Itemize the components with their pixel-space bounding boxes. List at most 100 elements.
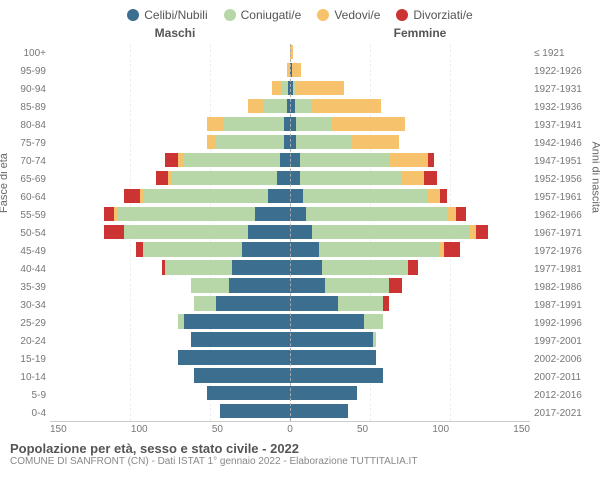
age-label: 20-24 xyxy=(10,332,50,350)
age-label: 25-29 xyxy=(10,314,50,332)
y-axis-age: 100+95-9990-9485-8980-8475-7970-7465-696… xyxy=(10,44,50,422)
seg-married-m xyxy=(191,278,229,292)
seg-divorced-f xyxy=(428,153,434,167)
seg-single-m xyxy=(191,332,290,346)
legend-item: Coniugati/e xyxy=(224,8,302,22)
seg-married-f xyxy=(325,278,389,292)
seg-married-f xyxy=(295,99,311,113)
birth-label: 1942-1946 xyxy=(530,134,590,152)
seg-divorced-f xyxy=(424,171,437,185)
age-label: 100+ xyxy=(10,44,50,62)
seg-single-m xyxy=(194,368,290,382)
age-label: 50-54 xyxy=(10,224,50,242)
age-label: 40-44 xyxy=(10,260,50,278)
age-label: 35-39 xyxy=(10,278,50,296)
seg-married-f xyxy=(364,314,383,328)
legend-label: Divorziati/e xyxy=(413,8,472,22)
chart-area: Fasce di età 100+95-9990-9485-8980-8475-… xyxy=(0,44,600,422)
center-line xyxy=(290,44,291,421)
age-label: 85-89 xyxy=(10,98,50,116)
birth-label: 1937-1941 xyxy=(530,116,590,134)
birth-label: 2012-2016 xyxy=(530,386,590,404)
legend: Celibi/NubiliConiugati/eVedovi/eDivorzia… xyxy=(0,0,600,26)
seg-single-m xyxy=(255,207,290,221)
plot xyxy=(50,44,530,422)
birth-label: 2007-2011 xyxy=(530,368,590,386)
seg-single-m xyxy=(248,225,290,239)
seg-divorced-m xyxy=(104,207,114,221)
seg-married-m xyxy=(165,260,232,274)
seg-married-f xyxy=(300,171,402,185)
seg-single-f xyxy=(290,189,303,203)
birth-label: 1972-1976 xyxy=(530,242,590,260)
seg-married-f xyxy=(338,296,383,310)
seg-divorced-f xyxy=(408,260,418,274)
birth-label: 1997-2001 xyxy=(530,332,590,350)
age-label: 10-14 xyxy=(10,368,50,386)
seg-single-m xyxy=(216,296,290,310)
birth-label: 2017-2021 xyxy=(530,404,590,422)
y-axis-birth: ≤ 19211922-19261927-19311932-19361937-19… xyxy=(530,44,590,422)
seg-married-f xyxy=(296,117,331,131)
age-label: 15-19 xyxy=(10,350,50,368)
seg-single-m xyxy=(268,189,290,203)
seg-single-m xyxy=(277,171,290,185)
seg-married-f xyxy=(303,189,428,203)
seg-divorced-m xyxy=(104,225,123,239)
age-label: 60-64 xyxy=(10,188,50,206)
seg-married-m xyxy=(216,135,283,149)
age-label: 70-74 xyxy=(10,152,50,170)
legend-item: Divorziati/e xyxy=(396,8,472,22)
seg-single-m xyxy=(232,260,290,274)
seg-married-m xyxy=(223,117,284,131)
seg-single-f xyxy=(290,242,319,256)
x-tick: 100 xyxy=(131,424,148,435)
birth-label: 1932-1936 xyxy=(530,98,590,116)
seg-married-f xyxy=(312,225,469,239)
age-label: 95-99 xyxy=(10,62,50,80)
birth-label: 1952-1956 xyxy=(530,170,590,188)
seg-divorced-m xyxy=(124,189,140,203)
birth-label: 1922-1926 xyxy=(530,62,590,80)
seg-divorced-m xyxy=(165,153,178,167)
footer: Popolazione per età, sesso e stato civil… xyxy=(0,435,600,467)
chart-title: Popolazione per età, sesso e stato civil… xyxy=(10,441,590,456)
age-label: 75-79 xyxy=(10,134,50,152)
seg-single-f xyxy=(290,225,312,239)
seg-single-f xyxy=(290,386,357,400)
seg-married-f xyxy=(322,260,408,274)
seg-married-f xyxy=(319,242,441,256)
x-ticks: 15010050050100150 xyxy=(50,424,530,435)
seg-widowed-f xyxy=(402,171,424,185)
birth-label: 1987-1991 xyxy=(530,296,590,314)
y-axis-right-title: Anni di nascita xyxy=(590,141,600,213)
y-axis-left-title: Fasce di età xyxy=(0,153,10,213)
legend-label: Coniugati/e xyxy=(241,8,302,22)
seg-married-f xyxy=(306,207,447,221)
seg-single-f xyxy=(290,296,338,310)
seg-married-f xyxy=(296,135,350,149)
legend-swatch xyxy=(317,9,329,21)
seg-single-f xyxy=(290,278,325,292)
birth-label: 2002-2006 xyxy=(530,350,590,368)
seg-widowed-f xyxy=(332,117,406,131)
legend-swatch xyxy=(224,9,236,21)
seg-married-m xyxy=(184,153,280,167)
age-label: 65-69 xyxy=(10,170,50,188)
age-label: 0-4 xyxy=(10,404,50,422)
seg-single-f xyxy=(290,404,348,418)
birth-label: 1927-1931 xyxy=(530,80,590,98)
seg-widowed-f xyxy=(292,63,302,77)
seg-single-m xyxy=(229,278,290,292)
seg-single-f xyxy=(290,207,306,221)
birth-label: ≤ 1921 xyxy=(530,44,590,62)
chart-source: COMUNE DI SANFRONT (CN) - Dati ISTAT 1° … xyxy=(10,456,590,467)
x-tick: 150 xyxy=(513,424,530,435)
seg-single-f xyxy=(290,260,322,274)
seg-widowed-m xyxy=(207,117,223,131)
seg-single-f xyxy=(290,153,300,167)
seg-widowed-m xyxy=(272,81,282,95)
seg-divorced-f xyxy=(444,242,460,256)
seg-widowed-f xyxy=(311,99,381,113)
seg-married-m xyxy=(143,242,242,256)
